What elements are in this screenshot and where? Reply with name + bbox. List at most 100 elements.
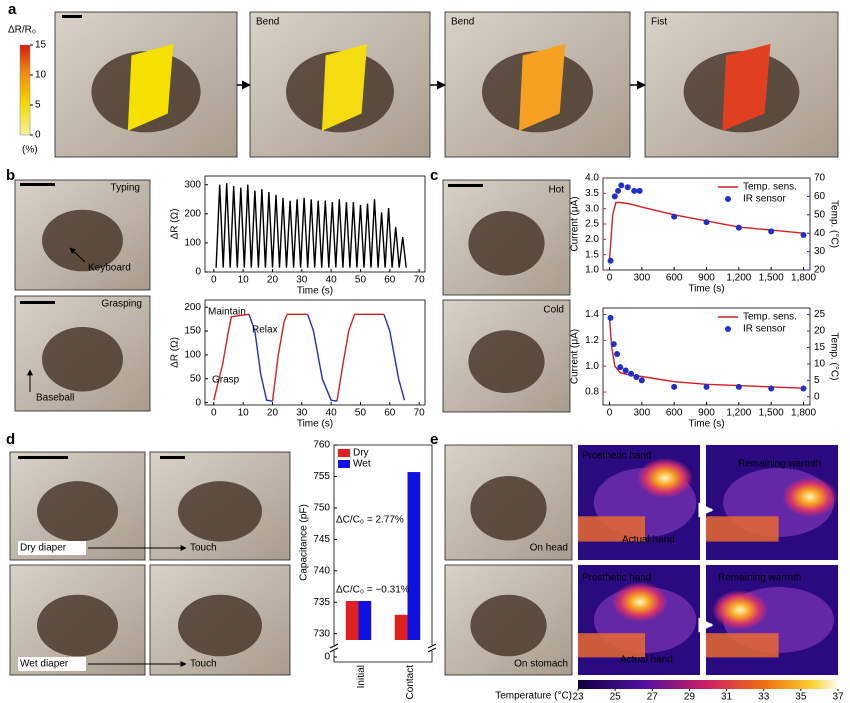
- colorbar-tick-label: 5: [35, 100, 41, 111]
- colorbar-tick-label: 33: [758, 692, 770, 703]
- scale-bar: [20, 183, 55, 186]
- x-tick-label: 0: [607, 273, 613, 284]
- series-line: [608, 201, 804, 261]
- y-tick-label: 200: [184, 208, 201, 219]
- x-tick-label: 40: [326, 408, 338, 419]
- data-point: [628, 370, 635, 377]
- data-point: [703, 219, 710, 226]
- x-tick-label: 60: [384, 408, 396, 419]
- panel-label: a: [8, 1, 17, 18]
- legend-swatch: [725, 326, 731, 332]
- x-tick-label: 10: [238, 408, 250, 419]
- hand-shape: [470, 476, 547, 541]
- colorbar-tick-label: 10: [35, 70, 47, 81]
- x-tick-label: 300: [633, 408, 650, 419]
- y2-axis-label: Temp. (°C): [828, 333, 839, 381]
- thermal-arm: [578, 633, 646, 658]
- y2-tick-label: 20: [814, 326, 826, 337]
- bar: [394, 614, 408, 640]
- hand-shape: [37, 481, 118, 542]
- y-tick-label: 1.5: [585, 249, 599, 260]
- annotation: Relax: [252, 325, 278, 336]
- y-tick-label: 2.0: [585, 234, 599, 245]
- x-tick-label: 0: [211, 275, 217, 286]
- sensor-patch: [127, 43, 174, 131]
- photo-label: Fist: [651, 17, 667, 28]
- y-tick-label: 150: [184, 326, 201, 337]
- thermal-label: Remaining warmth: [718, 573, 801, 584]
- annotation: ΔC/C₀ = 2.77%: [336, 515, 404, 526]
- scale-bar: [20, 301, 55, 304]
- hand-shape: [42, 209, 123, 272]
- photo-label: Bend: [451, 17, 474, 28]
- bar: [358, 601, 372, 640]
- hand-shape: [178, 481, 262, 542]
- colorbar: [578, 680, 838, 689]
- x-tick-label: 30: [296, 275, 308, 286]
- data-point: [611, 193, 618, 200]
- data-point: [622, 367, 629, 374]
- data-point: [633, 374, 640, 381]
- x-tick-label: 50: [355, 408, 367, 419]
- data-point: [624, 184, 631, 191]
- annotation: ΔC/C₀ = −0.31%: [336, 585, 410, 596]
- data-point: [671, 383, 678, 390]
- x-tick-label: 20: [267, 275, 279, 286]
- thermal-arm: [706, 633, 779, 658]
- y2-tick-label: 30: [814, 246, 826, 257]
- y-tick-label: 760: [313, 440, 330, 451]
- colorbar-tick-label: 23: [572, 692, 584, 703]
- legend-label: IR sensor: [743, 324, 786, 335]
- photo-label: Cold: [543, 305, 564, 316]
- x-tick-label: 70: [414, 275, 426, 286]
- y-tick-label: 2.5: [585, 219, 599, 230]
- panel-label: c: [430, 167, 438, 184]
- photo-label: On head: [530, 543, 568, 554]
- legend-swatch: [338, 449, 350, 457]
- y-axis-label: ΔR (Ω): [170, 337, 181, 368]
- axis-break: [427, 643, 437, 653]
- y-tick-label: 50: [190, 373, 202, 384]
- colorbar-label: Temperature (°C): [495, 691, 572, 702]
- photo-label: Wet diaper: [20, 659, 69, 670]
- y2-tick-label: 15: [814, 342, 826, 353]
- data-point: [618, 182, 625, 189]
- y2-tick-label: 10: [814, 359, 826, 370]
- y-tick-label: 1.0: [585, 265, 599, 276]
- photo-label: Touch: [190, 543, 217, 554]
- thermal-label: Actual hand: [622, 535, 675, 546]
- annotation: Maintain: [208, 307, 246, 318]
- data-point: [617, 364, 624, 371]
- y-tick-label: 740: [313, 565, 330, 576]
- colorbar-label: ΔR/R₀: [8, 25, 36, 36]
- label-bg: [18, 541, 86, 555]
- scale-bar: [160, 456, 185, 459]
- y2-tick-label: 40: [814, 228, 826, 239]
- x-tick-label: 900: [698, 273, 715, 284]
- plot-frame: [333, 444, 433, 645]
- plot-frame: [204, 299, 426, 406]
- y-axis-label: Capacitance (pF): [299, 504, 310, 581]
- photo-label: Dry diaper: [20, 543, 67, 554]
- x-tick-label: 900: [698, 408, 715, 419]
- y-axis-label: ΔR (Ω): [170, 209, 181, 240]
- data-point: [800, 385, 807, 392]
- y2-tick-label: 20: [814, 265, 826, 276]
- x-axis-label: Time (s): [688, 419, 724, 430]
- photo-label: Grasping: [101, 299, 142, 310]
- colorbar-tick-label: 15: [35, 40, 47, 51]
- photo-label: On stomach: [514, 659, 568, 670]
- series-line: [248, 314, 406, 402]
- y2-tick-label: 0: [814, 391, 820, 402]
- axis-break: [329, 643, 339, 653]
- photo-label: Touch: [190, 659, 217, 670]
- panel-label: e: [430, 431, 438, 448]
- colorbar-tick-label: 0: [35, 130, 41, 141]
- y2-tick-label: 5: [814, 375, 820, 386]
- y-tick-label: 750: [313, 503, 330, 514]
- data-point: [607, 257, 614, 264]
- data-point: [768, 385, 775, 392]
- y-tick-label: 100: [184, 238, 201, 249]
- x-axis-label: Time (s): [297, 286, 333, 297]
